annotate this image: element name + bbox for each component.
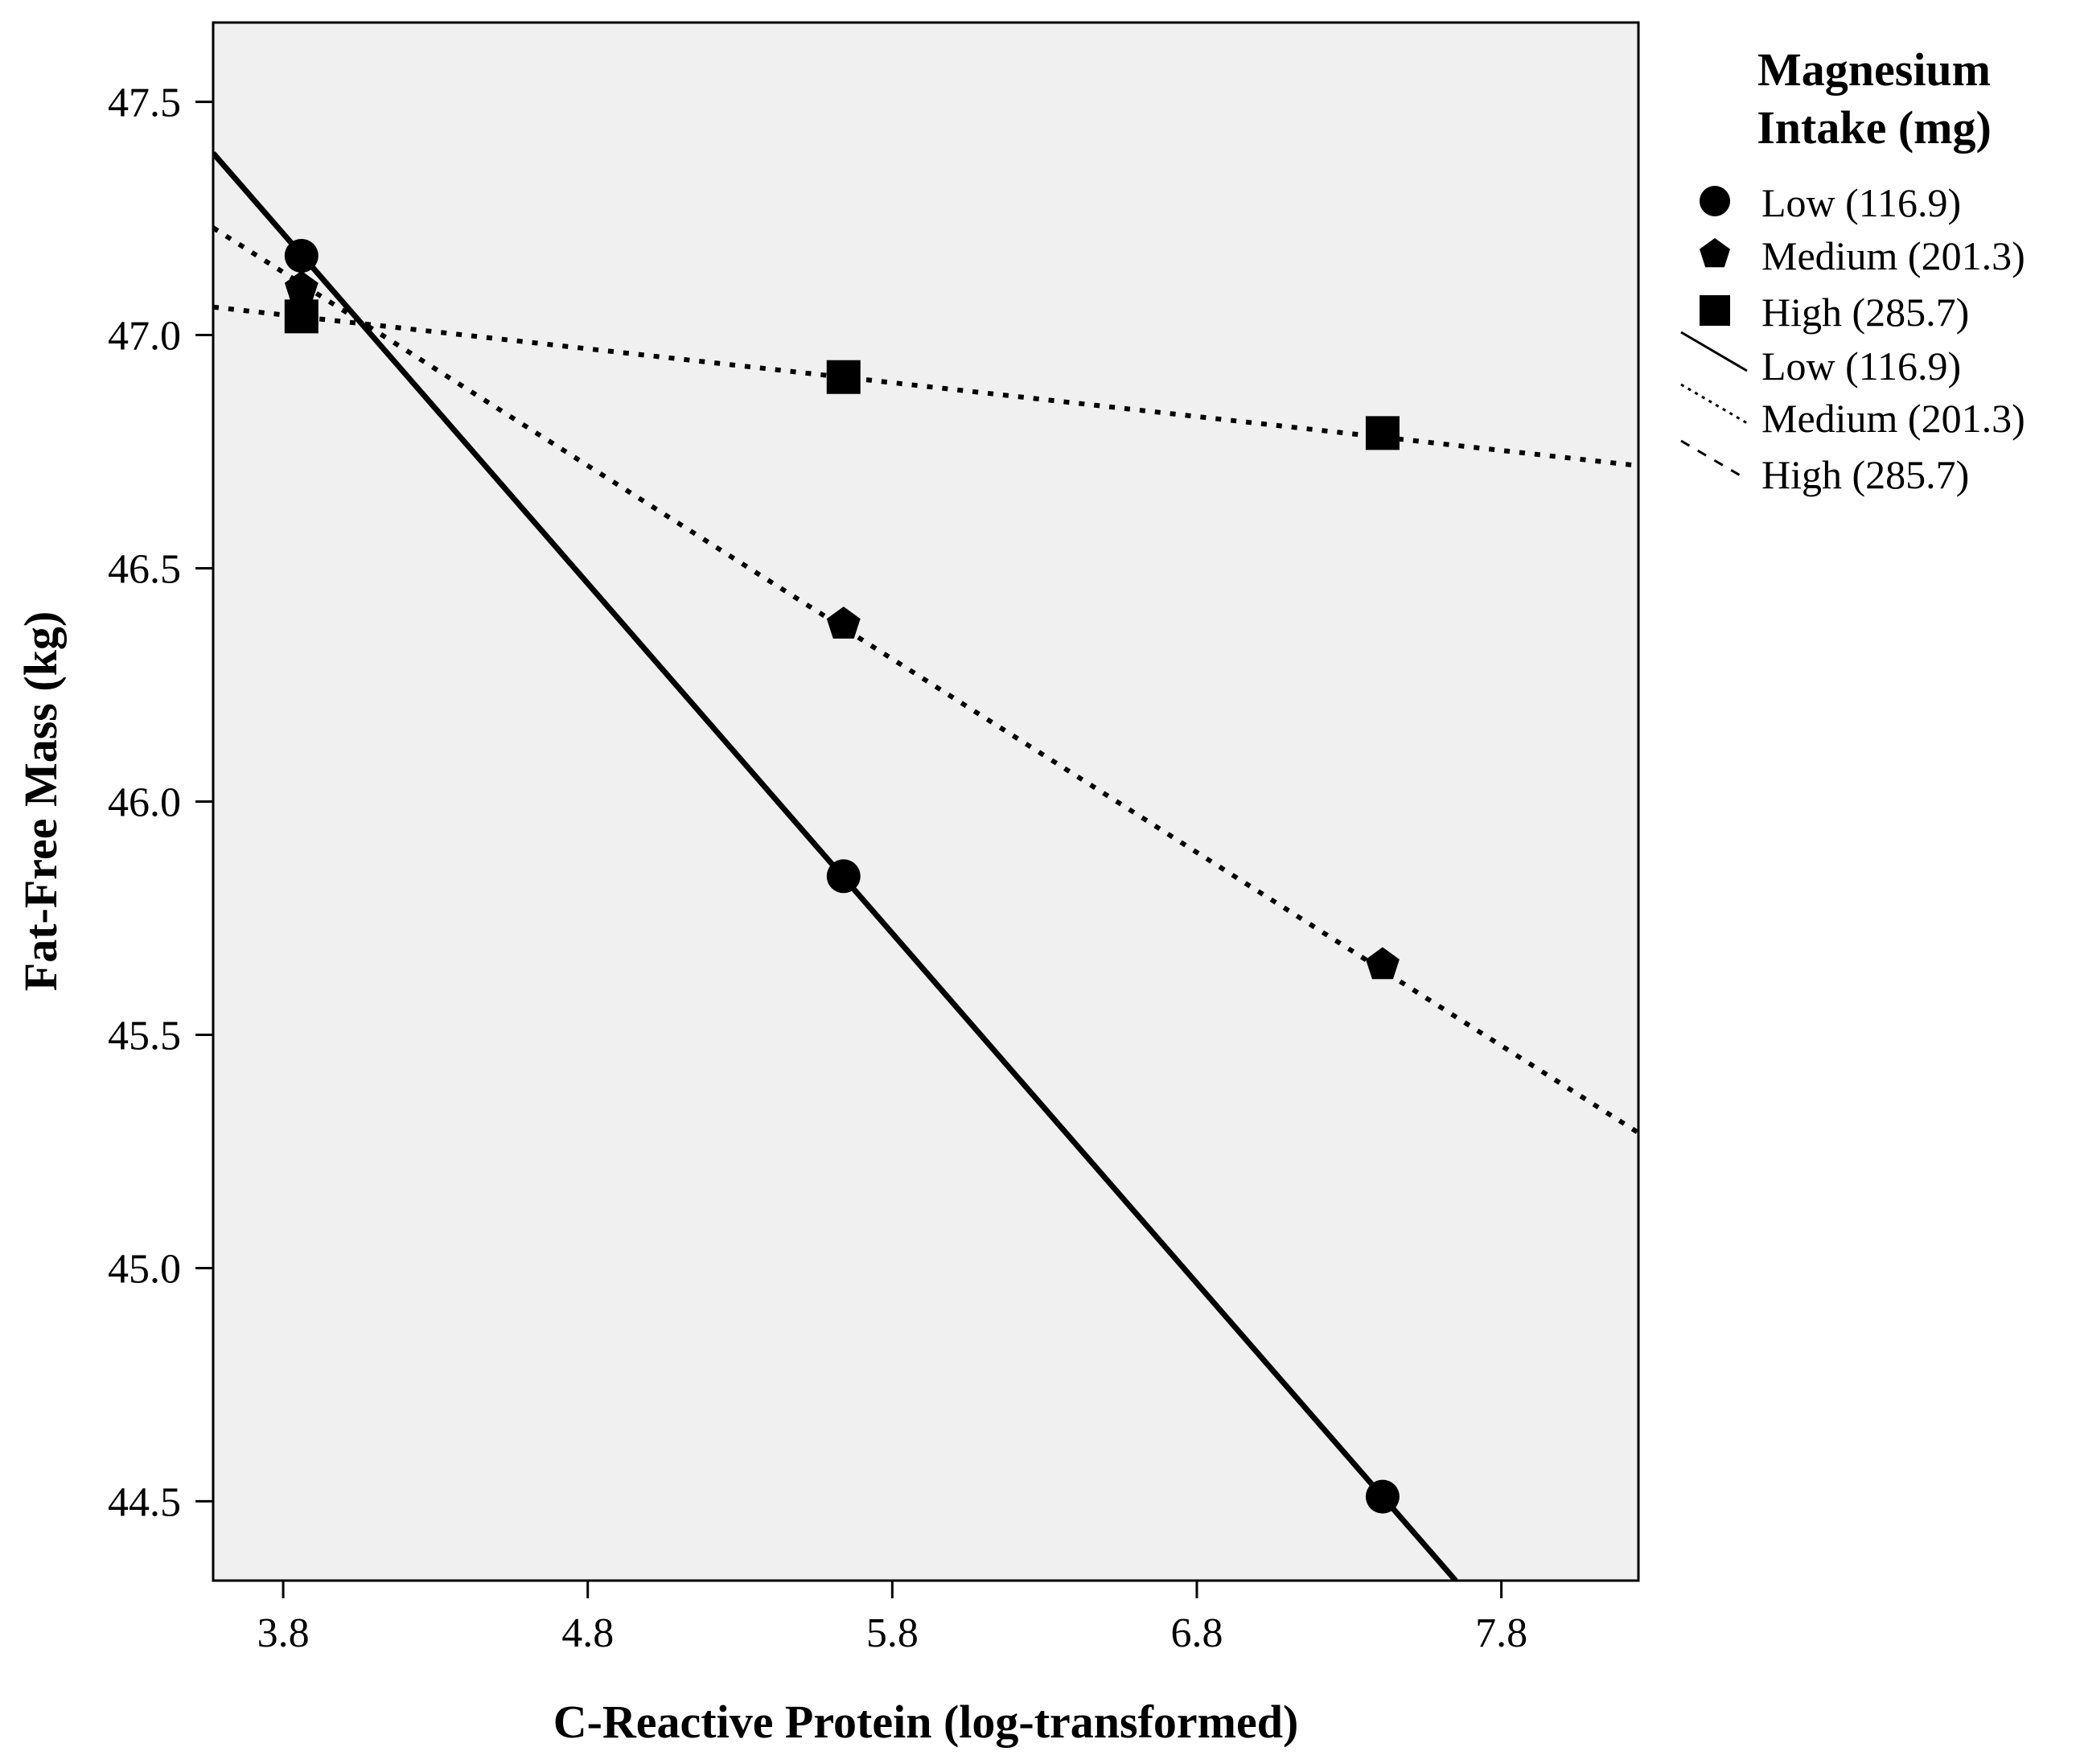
legend-swatch-line — [1680, 439, 1748, 481]
x-axis: 3.8 4.8 5.8 6.8 7.8 — [257, 1581, 1527, 1656]
legend-entry: High (285.7) — [1680, 439, 1969, 497]
fit-line-medium — [213, 225, 1638, 1135]
data-layer — [213, 151, 1638, 1581]
legend-entry: Low (116.9) — [1700, 180, 1961, 225]
legend-label: Low (116.9) — [1761, 343, 1961, 389]
x-tick-label: 4.8 — [561, 1610, 614, 1656]
y-tick-label: 45.0 — [108, 1246, 181, 1292]
legend-label: Low (116.9) — [1761, 180, 1961, 225]
x-tick-label: 5.8 — [866, 1610, 919, 1656]
legend-title-line-1: Magnesium — [1757, 43, 1991, 96]
legend-label: High (285.7) — [1761, 290, 1969, 335]
legend-entry: Low (116.9) — [1680, 331, 1961, 389]
x-tick-label: 3.8 — [257, 1610, 310, 1656]
point-high-3 — [1365, 416, 1400, 450]
y-axis-title: Fat-Free Mass (kg) — [14, 611, 67, 991]
point-high-1 — [284, 299, 319, 334]
legend-label: Medium (201.3) — [1761, 233, 2025, 278]
point-low-2 — [826, 859, 861, 894]
legend-swatch-square — [1700, 295, 1730, 326]
point-medium-3 — [1366, 947, 1400, 980]
y-tick-label: 47.0 — [108, 314, 181, 360]
y-tick-label: 47.5 — [108, 80, 181, 126]
x-axis-title: C-Reactive Protein (log-transformed) — [553, 1696, 1299, 1748]
point-high-2 — [826, 360, 861, 394]
legend-title-line-2: Intake (mg) — [1757, 101, 1992, 154]
legend-swatch-circle — [1700, 186, 1730, 216]
y-axis: 44.5 45.0 45.5 46.0 46.5 47.0 47.5 — [108, 80, 213, 1525]
legend-swatch-line — [1680, 331, 1748, 372]
point-low-1 — [284, 238, 319, 273]
y-tick-label: 46.5 — [108, 547, 181, 593]
plot-area — [213, 23, 1638, 1581]
y-tick-label: 45.5 — [108, 1013, 181, 1059]
point-medium-2 — [826, 607, 861, 639]
legend-entry: Medium (201.3) — [1680, 383, 2025, 441]
fit-line-high — [213, 304, 1638, 468]
point-low-3 — [1365, 1479, 1400, 1514]
x-tick-label: 6.8 — [1170, 1610, 1223, 1656]
y-tick-label: 44.5 — [108, 1479, 181, 1525]
point-medium-1 — [284, 270, 319, 303]
legend: Magnesium Intake (mg) Low (116.9) Medium … — [1680, 43, 2025, 497]
x-tick-label: 7.8 — [1475, 1610, 1527, 1656]
legend-items: Low (116.9) Medium (201.3) High (285.7) Low… — [1680, 180, 2025, 497]
legend-entry: High (285.7) — [1700, 290, 1969, 335]
legend-label: High (285.7) — [1761, 452, 1969, 497]
legend-label: Medium (201.3) — [1761, 396, 2025, 441]
legend-swatch-pentagon — [1700, 238, 1730, 268]
legend-swatch-line — [1680, 383, 1748, 425]
y-tick-label: 46.0 — [108, 780, 181, 826]
legend-entry: Medium (201.3) — [1700, 233, 2025, 278]
